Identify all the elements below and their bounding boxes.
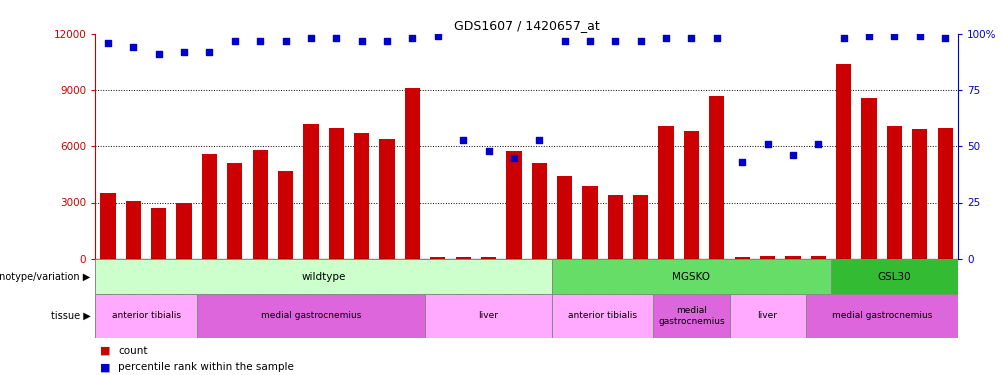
Text: tissue ▶: tissue ▶ bbox=[50, 311, 90, 321]
Point bbox=[682, 35, 698, 41]
Bar bbox=[556, 176, 572, 259]
Point bbox=[860, 33, 876, 39]
Bar bbox=[551, 294, 652, 338]
Text: medial
gastrocnemius: medial gastrocnemius bbox=[657, 306, 724, 326]
Point bbox=[429, 33, 445, 39]
Bar bbox=[810, 256, 825, 259]
Bar bbox=[100, 193, 115, 259]
Text: ■: ■ bbox=[100, 363, 110, 372]
Text: ■: ■ bbox=[100, 346, 110, 355]
Bar bbox=[831, 259, 957, 294]
Point bbox=[556, 38, 572, 44]
Point bbox=[480, 148, 496, 154]
Bar bbox=[836, 64, 851, 259]
Bar bbox=[785, 256, 800, 259]
Bar bbox=[551, 259, 831, 294]
Point bbox=[328, 35, 344, 41]
Text: liver: liver bbox=[478, 311, 498, 320]
Bar bbox=[278, 171, 293, 259]
Point bbox=[303, 35, 319, 41]
Text: genotype/variation ▶: genotype/variation ▶ bbox=[0, 272, 90, 282]
Bar bbox=[455, 257, 470, 259]
Bar bbox=[430, 257, 445, 259]
Point bbox=[379, 38, 395, 44]
Bar bbox=[652, 294, 728, 338]
Bar bbox=[379, 139, 394, 259]
Point bbox=[581, 38, 597, 44]
Bar bbox=[151, 208, 166, 259]
Point bbox=[936, 35, 952, 41]
Bar bbox=[805, 294, 957, 338]
Text: percentile rank within the sample: percentile rank within the sample bbox=[118, 363, 294, 372]
Text: GSL30: GSL30 bbox=[877, 272, 911, 282]
Point bbox=[176, 49, 192, 55]
Bar bbox=[95, 294, 196, 338]
Text: anterior tibialis: anterior tibialis bbox=[567, 311, 636, 320]
Bar bbox=[937, 128, 952, 259]
Bar bbox=[607, 195, 622, 259]
Bar bbox=[227, 163, 242, 259]
Text: medial gastrocnemius: medial gastrocnemius bbox=[261, 311, 361, 320]
Bar bbox=[911, 129, 927, 259]
Point bbox=[531, 136, 547, 142]
Point bbox=[835, 35, 851, 41]
Bar bbox=[582, 186, 597, 259]
Point bbox=[125, 44, 141, 50]
Point bbox=[505, 154, 521, 160]
Bar bbox=[125, 201, 141, 259]
Point bbox=[278, 38, 294, 44]
Bar bbox=[425, 294, 551, 338]
Text: anterior tibialis: anterior tibialis bbox=[111, 311, 180, 320]
Bar bbox=[861, 98, 876, 259]
Point bbox=[455, 136, 471, 142]
Bar bbox=[329, 128, 344, 259]
Bar bbox=[201, 154, 216, 259]
Bar bbox=[708, 96, 723, 259]
Point bbox=[733, 159, 749, 165]
Bar bbox=[303, 124, 319, 259]
Bar bbox=[354, 133, 369, 259]
Text: MGSKO: MGSKO bbox=[671, 272, 709, 282]
Point bbox=[252, 38, 268, 44]
Point bbox=[810, 141, 826, 147]
Point bbox=[354, 38, 370, 44]
Point bbox=[150, 51, 166, 57]
Point bbox=[886, 33, 902, 39]
Point bbox=[708, 35, 724, 41]
Point bbox=[404, 35, 420, 41]
Point bbox=[911, 33, 927, 39]
Point bbox=[632, 38, 648, 44]
Point bbox=[100, 40, 116, 46]
Bar bbox=[886, 126, 901, 259]
Point bbox=[201, 49, 217, 55]
Text: medial gastrocnemius: medial gastrocnemius bbox=[831, 311, 931, 320]
Bar bbox=[632, 195, 647, 259]
Text: count: count bbox=[118, 346, 147, 355]
Bar bbox=[733, 257, 749, 259]
Bar bbox=[176, 203, 191, 259]
Bar bbox=[760, 256, 775, 259]
Text: wildtype: wildtype bbox=[302, 272, 346, 282]
Bar bbox=[658, 126, 673, 259]
Bar bbox=[95, 259, 551, 294]
Bar bbox=[506, 151, 521, 259]
Point bbox=[785, 152, 801, 158]
Bar bbox=[531, 163, 546, 259]
Bar bbox=[405, 88, 420, 259]
Bar bbox=[253, 150, 268, 259]
Bar bbox=[196, 294, 425, 338]
Point bbox=[657, 35, 673, 41]
Text: liver: liver bbox=[757, 311, 777, 320]
Point bbox=[759, 141, 775, 147]
Bar bbox=[480, 257, 496, 259]
Text: GDS1607 / 1420657_at: GDS1607 / 1420657_at bbox=[453, 19, 599, 32]
Bar bbox=[683, 131, 698, 259]
Bar bbox=[728, 294, 805, 338]
Point bbox=[226, 38, 242, 44]
Point bbox=[607, 38, 623, 44]
